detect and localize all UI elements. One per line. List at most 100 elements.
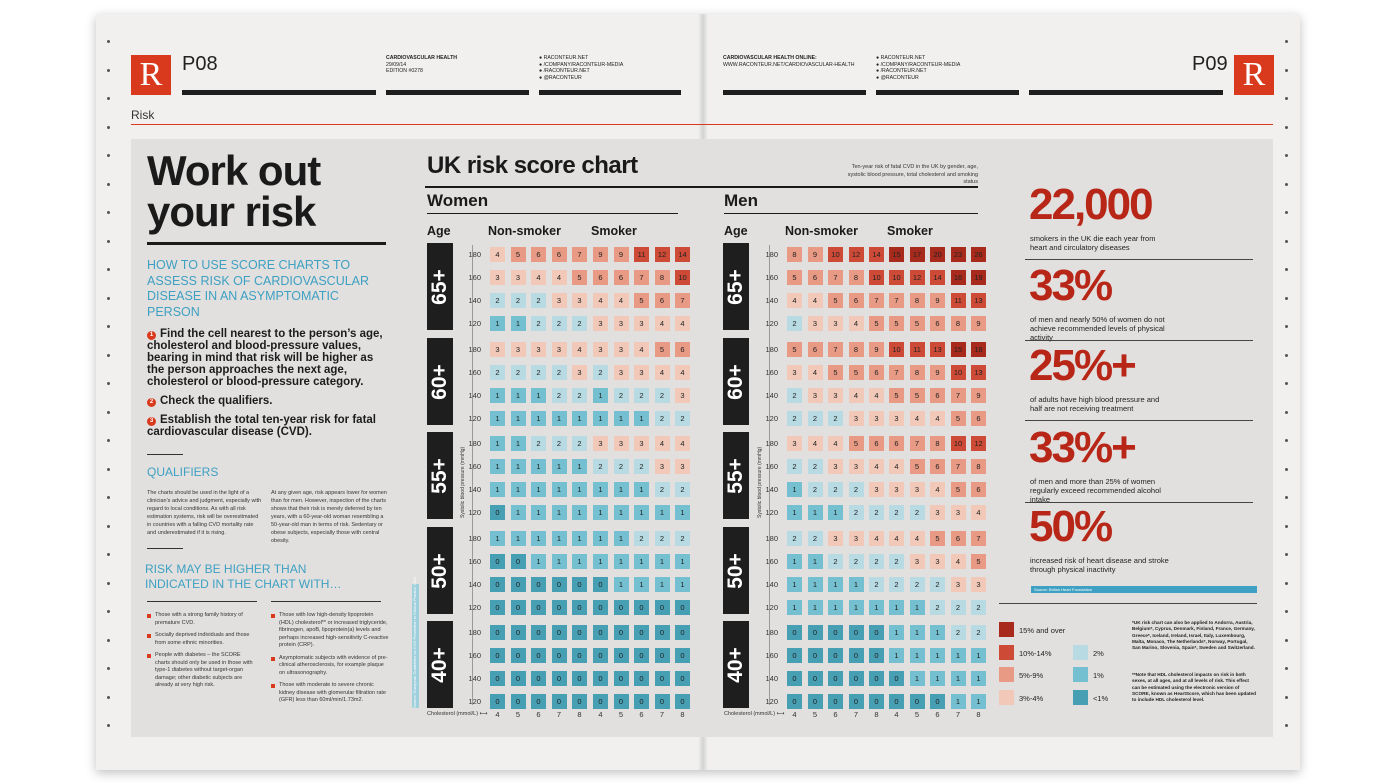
cholesterol-tick: 5 <box>914 710 920 719</box>
social-link[interactable]: ● /COMPANY/RACONTEUR-MEDIA <box>539 61 624 68</box>
risk-bullet: Those with low high-density lipoprotein … <box>271 612 389 650</box>
risk-cell: 2 <box>613 388 629 403</box>
risk-cell: 2 <box>531 365 546 380</box>
risk-cell: 0 <box>675 648 690 663</box>
risk-cell: 3 <box>593 316 608 331</box>
risk-cell: 4 <box>848 316 864 331</box>
risk-cell: 1 <box>869 600 884 615</box>
risk-cell: 1 <box>675 554 690 569</box>
risk-cell: 0 <box>930 694 945 709</box>
risk-cell: 2 <box>930 577 945 592</box>
age-band-55plus: 55+ <box>723 432 749 519</box>
risk-cell: 3 <box>593 436 608 451</box>
risk-cell: 10 <box>828 247 843 262</box>
risk-cell: 3 <box>510 270 526 285</box>
social-link[interactable]: ● /RACONTEUR.NET <box>539 68 590 74</box>
risk-cell: 0 <box>848 625 864 640</box>
risk-cell: 4 <box>971 505 986 520</box>
online-url[interactable]: WWW.RACONTEUR.NET/CARDIOVASCULAR-HEALTH <box>723 61 855 68</box>
risk-cell: 2 <box>909 505 925 520</box>
cholesterol-tick: 7 <box>853 710 859 719</box>
legend-label: 15% and over <box>1019 626 1066 635</box>
divider <box>147 454 183 455</box>
bp-tick: 140 <box>765 485 778 494</box>
risk-cell: 12 <box>848 247 864 262</box>
risk-cell: 4 <box>889 459 904 474</box>
risk-cell: 5 <box>828 293 843 308</box>
risk-cell: 1 <box>572 482 587 497</box>
binding-hole <box>107 382 110 385</box>
risk-cell: 2 <box>889 577 904 592</box>
risk-cell: 0 <box>593 600 608 615</box>
binding-hole <box>107 610 110 613</box>
social-link[interactable]: ● RACONTEUR.NET <box>876 55 926 61</box>
raconteur-logo: R <box>1234 55 1274 95</box>
risk-cell: 3 <box>572 365 587 380</box>
risk-cell: 0 <box>613 600 629 615</box>
risk-cell: 4 <box>869 459 884 474</box>
risk-cell: 7 <box>572 247 587 262</box>
risk-cell: 0 <box>634 600 649 615</box>
risk-cell: 0 <box>490 671 505 686</box>
risk-cell: 10 <box>889 270 904 285</box>
risk-cell: 8 <box>909 365 925 380</box>
risk-cell: 2 <box>787 316 802 331</box>
age-band-50plus: 50+ <box>723 527 749 614</box>
risk-cell: 0 <box>634 694 649 709</box>
risk-cell: 2 <box>531 316 546 331</box>
risk-cell: 5 <box>654 342 670 357</box>
risk-cell: 0 <box>848 648 864 663</box>
risk-cell: 3 <box>490 270 505 285</box>
cholesterol-tick: 5 <box>515 710 521 719</box>
risk-cell: 3 <box>848 531 864 546</box>
bp-tick: 160 <box>765 368 778 377</box>
risk-cell: 12 <box>971 436 986 451</box>
risk-cell: 1 <box>593 388 608 403</box>
cholesterol-tick: 6 <box>639 710 644 719</box>
risk-cell: 1 <box>510 459 526 474</box>
risk-cell: 0 <box>807 648 823 663</box>
age-band-65plus: 65+ <box>723 243 749 330</box>
bp-tick: 140 <box>468 485 481 494</box>
social-link[interactable]: ● /COMPANY/RACONTEUR-MEDIA <box>876 61 961 68</box>
social-link[interactable]: ● @RACONTEUR <box>876 74 919 81</box>
risk-cell: 1 <box>490 482 505 497</box>
risk-cell: 1 <box>531 482 546 497</box>
binding-hole <box>107 581 110 585</box>
risk-cell: 0 <box>675 671 690 686</box>
column-label: Smoker <box>591 224 637 238</box>
binding-hole <box>1285 610 1288 613</box>
risk-cell: 0 <box>675 694 690 709</box>
bp-tick: 180 <box>468 345 481 354</box>
bp-tick: 120 <box>468 414 481 423</box>
risk-cell: 1 <box>889 625 904 640</box>
social-link[interactable]: ● RACONTEUR.NET <box>539 55 589 61</box>
risk-cell: 1 <box>634 554 649 569</box>
binding-hole <box>1285 382 1288 385</box>
risk-cell: 2 <box>551 365 567 380</box>
risk-cell: 1 <box>531 388 546 403</box>
risk-cell: 0 <box>613 694 629 709</box>
risk-cell: 0 <box>551 671 567 686</box>
risk-cell: 6 <box>930 388 945 403</box>
risk-cell: 4 <box>634 342 649 357</box>
risk-cell: 4 <box>909 531 925 546</box>
risk-cell: 0 <box>807 671 823 686</box>
binding-hole <box>1285 410 1288 414</box>
social-link[interactable]: ● /RACONTEUR.NET <box>876 68 927 74</box>
bp-tick: 160 <box>765 273 778 282</box>
legend-swatch <box>1073 690 1088 705</box>
risk-cell: 5 <box>909 316 925 331</box>
social-link[interactable]: ● @RACONTEUR <box>539 74 582 81</box>
step-number-icon: 3 <box>147 417 156 426</box>
risk-cell: 3 <box>848 411 864 426</box>
risk-cell: 9 <box>971 316 986 331</box>
risk-cell: 0 <box>828 671 843 686</box>
binding-hole <box>1285 581 1288 585</box>
sex-rule <box>427 213 678 214</box>
risk-cell: 13 <box>971 365 986 380</box>
risk-cell: 5 <box>950 482 966 497</box>
stat-value: 33%+ <box>1029 423 1137 472</box>
risk-cell: 4 <box>787 293 802 308</box>
risk-cell: 1 <box>787 482 802 497</box>
